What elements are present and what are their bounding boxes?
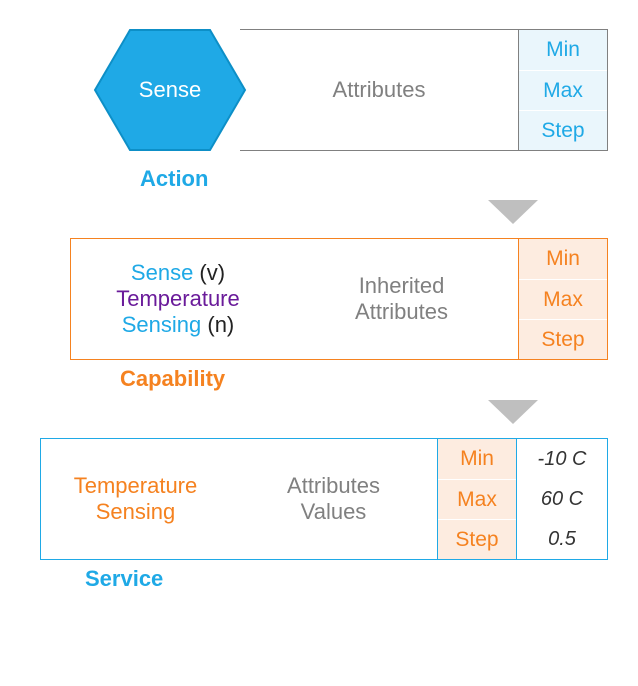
action-attr-item: Step xyxy=(519,110,607,150)
capability-attr-item: Max xyxy=(519,279,607,319)
capability-left: Sense (v)TemperatureSensing (n) xyxy=(70,238,285,360)
action-attributes-text: Attributes xyxy=(333,77,426,103)
down-arrow-icon xyxy=(488,200,538,228)
service-row: TemperatureSensing AttributesValues MinM… xyxy=(40,438,608,560)
arrow-1 xyxy=(30,200,608,228)
service-attr-list: MinMaxStep xyxy=(437,438,517,560)
capability-mid: InheritedAttributes xyxy=(285,238,518,360)
capability-attr-list: MinMaxStep xyxy=(518,238,608,360)
capability-mid-line: Attributes xyxy=(355,299,448,325)
service-values-list: -10 C60 C0.5 xyxy=(517,438,608,560)
service-value-item: -10 C xyxy=(517,439,607,479)
service-value-item: 60 C xyxy=(517,479,607,519)
service-value-item: 0.5 xyxy=(517,519,607,559)
capability-caption: Capability xyxy=(70,366,608,392)
action-attr-item: Max xyxy=(519,70,607,110)
arrow-2 xyxy=(30,400,608,428)
service-left-line: Sensing xyxy=(96,499,176,525)
capability-left-line: Temperature xyxy=(116,286,240,312)
service-attr-item: Min xyxy=(438,439,516,479)
capability-block: Sense (v)TemperatureSensing (n) Inherite… xyxy=(30,238,608,392)
action-hex-label: Sense xyxy=(139,77,201,103)
capability-left-line: Sense (v) xyxy=(131,260,225,286)
action-caption: Action xyxy=(100,166,608,192)
action-hexagon: Sense xyxy=(90,20,250,160)
service-mid: AttributesValues xyxy=(230,438,437,560)
action-attributes-label: Attributes xyxy=(240,29,518,151)
service-left: TemperatureSensing xyxy=(40,438,230,560)
capability-attr-item: Min xyxy=(519,239,607,279)
service-mid-line: Attributes xyxy=(287,473,380,499)
capability-left-line: Sensing (n) xyxy=(122,312,235,338)
capability-row: Sense (v)TemperatureSensing (n) Inherite… xyxy=(70,238,608,360)
down-arrow-icon xyxy=(488,400,538,428)
capability-mid-line: Inherited xyxy=(359,273,445,299)
service-mid-line: Values xyxy=(301,499,367,525)
action-attr-item: Min xyxy=(519,30,607,70)
service-caption: Service xyxy=(40,566,608,592)
service-attr-item: Max xyxy=(438,479,516,519)
service-block: TemperatureSensing AttributesValues MinM… xyxy=(30,438,608,592)
action-row: Sense Attributes MinMaxStep xyxy=(100,20,608,160)
action-block: Sense Attributes MinMaxStep Action xyxy=(30,20,608,192)
service-attr-item: Step xyxy=(438,519,516,559)
action-attr-list: MinMaxStep xyxy=(518,29,608,151)
capability-attr-item: Step xyxy=(519,319,607,359)
service-left-line: Temperature xyxy=(74,473,198,499)
